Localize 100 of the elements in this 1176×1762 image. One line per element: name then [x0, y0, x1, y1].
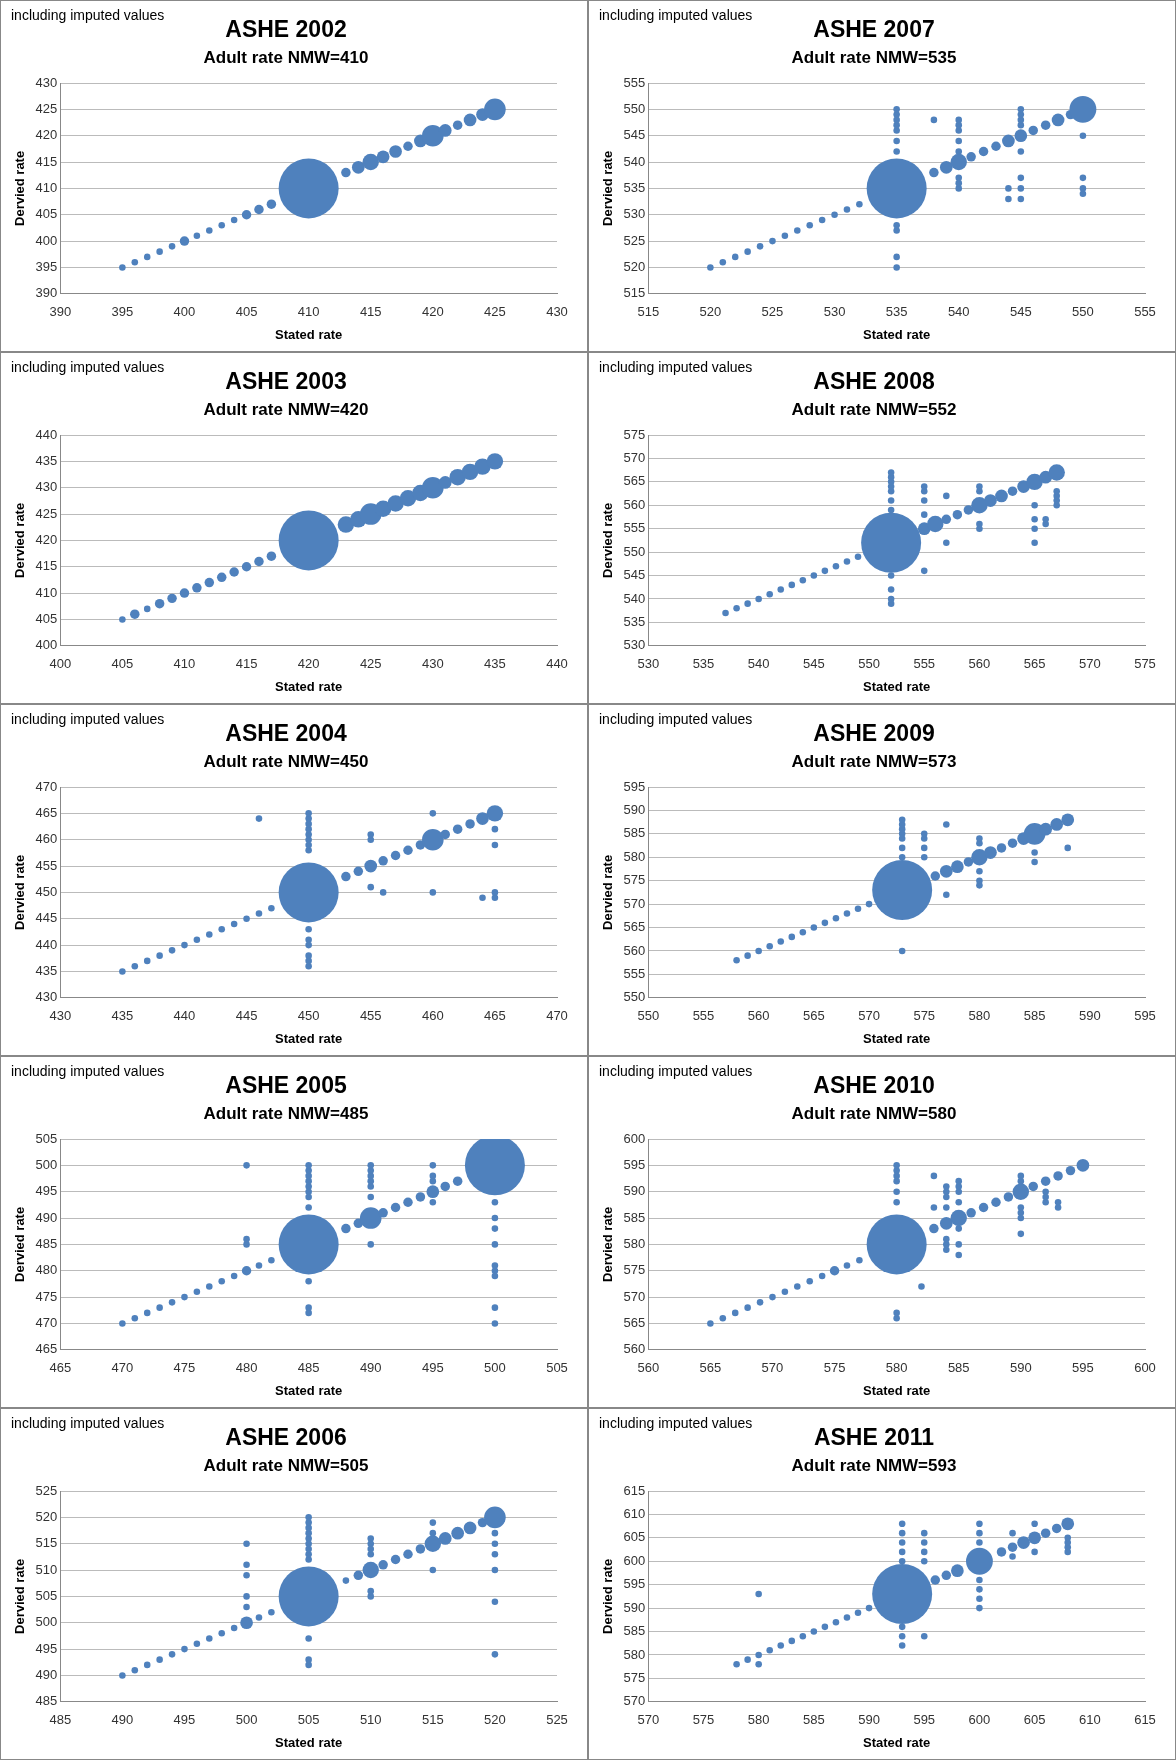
x-tick-label: 480: [235, 1360, 258, 1376]
y-tick-label: 615: [623, 1482, 646, 1498]
x-tick-label: 430: [421, 656, 444, 672]
y-tick-label: 570: [623, 895, 646, 911]
y-tick-label: 495: [35, 1640, 58, 1656]
y-tick-label: 470: [35, 778, 58, 794]
x-tick-label: 390: [49, 304, 72, 320]
y-tick-label: 420: [35, 127, 58, 143]
y-tick-label: 590: [623, 802, 646, 817]
x-tick-label: 560: [747, 1008, 770, 1024]
chart-subtitle: Adult rate NMW=505: [203, 1456, 369, 1476]
y-tick-label: 425: [35, 505, 58, 521]
y-tick-label: 525: [35, 1482, 58, 1498]
y-tick-label: 410: [35, 179, 58, 195]
x-tick-label: 580: [968, 1008, 991, 1024]
y-tick-label: 395: [35, 259, 58, 275]
x-tick-label: 440: [546, 656, 568, 672]
text: including imputed values: [599, 359, 753, 375]
y-tick-label: 500: [35, 1156, 58, 1172]
chart-subtitle: Adult rate NMW=580: [791, 1104, 957, 1124]
x-tick-label: 545: [803, 656, 825, 672]
y-tick-label: 595: [623, 778, 646, 794]
x-tick-label: 555: [913, 656, 936, 672]
x-tick-label: 465: [49, 1360, 72, 1376]
y-tick-label: 510: [35, 1561, 58, 1577]
y-tick-label: 570: [623, 1693, 646, 1709]
y-tick-label: 525: [623, 232, 646, 248]
y-axis-title: Dervied rate: [600, 1558, 616, 1634]
x-axis-title: Stated rate: [863, 1030, 931, 1046]
x-tick-label: 525: [546, 1712, 568, 1728]
x-axis-title: Stated rate: [863, 1382, 931, 1398]
chart-subtitle: Adult rate NMW=410: [203, 48, 369, 68]
text: including imputed values: [599, 1415, 753, 1431]
x-tick-label: 475: [173, 1360, 196, 1376]
y-tick-label: 485: [35, 1693, 58, 1709]
y-axis-title: Dervied rate: [12, 1206, 28, 1282]
y-tick-label: 475: [35, 1288, 58, 1304]
x-tick-label: 550: [1072, 304, 1094, 320]
x-axis-title: Stated rate: [275, 678, 343, 694]
y-tick-label: 540: [623, 590, 646, 606]
x-tick-label: 430: [546, 304, 568, 320]
y-tick-label: 550: [623, 100, 646, 116]
x-tick-label: 575: [913, 1008, 936, 1024]
y-axis-title: Dervied rate: [12, 150, 28, 226]
x-axis-title: Stated rate: [863, 678, 931, 694]
x-tick-label: 520: [699, 304, 722, 320]
x-tick-label: 495: [173, 1712, 196, 1728]
x-tick-label: 515: [421, 1712, 444, 1728]
x-tick-label: 420: [297, 656, 320, 672]
x-tick-label: 570: [637, 1712, 660, 1728]
chart-title: ASHE 2002: [225, 16, 347, 43]
x-tick-label: 560: [968, 656, 991, 672]
y-tick-label: 435: [35, 452, 58, 468]
x-tick-label: 465: [484, 1008, 506, 1024]
x-axis-title: Stated rate: [863, 326, 931, 342]
y-tick-label: 490: [35, 1667, 58, 1683]
x-tick-label: 470: [546, 1008, 568, 1024]
y-tick-label: 430: [35, 989, 58, 1005]
x-tick-label: 410: [173, 656, 196, 672]
x-tick-label: 550: [637, 1008, 660, 1024]
y-tick-label: 455: [35, 857, 58, 873]
y-axis-title: Dervied rate: [600, 502, 616, 578]
y-tick-label: 565: [623, 473, 646, 489]
x-tick-label: 490: [359, 1360, 382, 1376]
y-tick-label: 565: [623, 1315, 646, 1331]
x-tick-label: 575: [692, 1712, 715, 1728]
y-tick-label: 550: [623, 543, 646, 559]
y-tick-label: 585: [623, 1623, 646, 1639]
y-tick-label: 415: [35, 153, 58, 169]
x-tick-label: 425: [359, 656, 382, 672]
y-tick-label: 445: [35, 910, 58, 926]
x-tick-label: 570: [1078, 656, 1101, 672]
x-tick-label: 600: [1134, 1360, 1156, 1376]
text: including imputed values: [11, 711, 165, 727]
y-tick-label: 565: [623, 919, 646, 935]
y-tick-label: 545: [623, 567, 646, 583]
x-tick-label: 570: [858, 1008, 880, 1024]
x-axis-title: Stated rate: [275, 1734, 343, 1750]
x-tick-label: 595: [1072, 1360, 1094, 1376]
y-tick-label: 390: [35, 285, 58, 301]
y-tick-label: 560: [623, 496, 646, 512]
x-tick-label: 460: [421, 1008, 444, 1024]
y-tick-label: 405: [35, 206, 58, 222]
y-axis-title: Dervied rate: [600, 150, 616, 226]
x-tick-label: 595: [1134, 1008, 1156, 1024]
chart-subtitle: Adult rate NMW=535: [791, 48, 957, 68]
x-tick-label: 455: [359, 1008, 382, 1024]
x-tick-label: 470: [111, 1360, 134, 1376]
x-tick-label: 500: [235, 1712, 258, 1728]
y-tick-label: 435: [35, 963, 58, 979]
y-tick-label: 440: [35, 426, 58, 442]
x-tick-label: 565: [699, 1360, 722, 1376]
x-tick-label: 435: [484, 656, 506, 672]
y-axis-title: Dervied rate: [12, 854, 28, 930]
y-tick-label: 450: [35, 883, 58, 899]
chart-subtitle: Adult rate NMW=450: [203, 752, 369, 772]
x-tick-label: 450: [297, 1008, 320, 1024]
y-tick-label: 505: [35, 1130, 58, 1146]
x-tick-label: 510: [359, 1712, 382, 1728]
x-tick-label: 560: [637, 1360, 660, 1376]
